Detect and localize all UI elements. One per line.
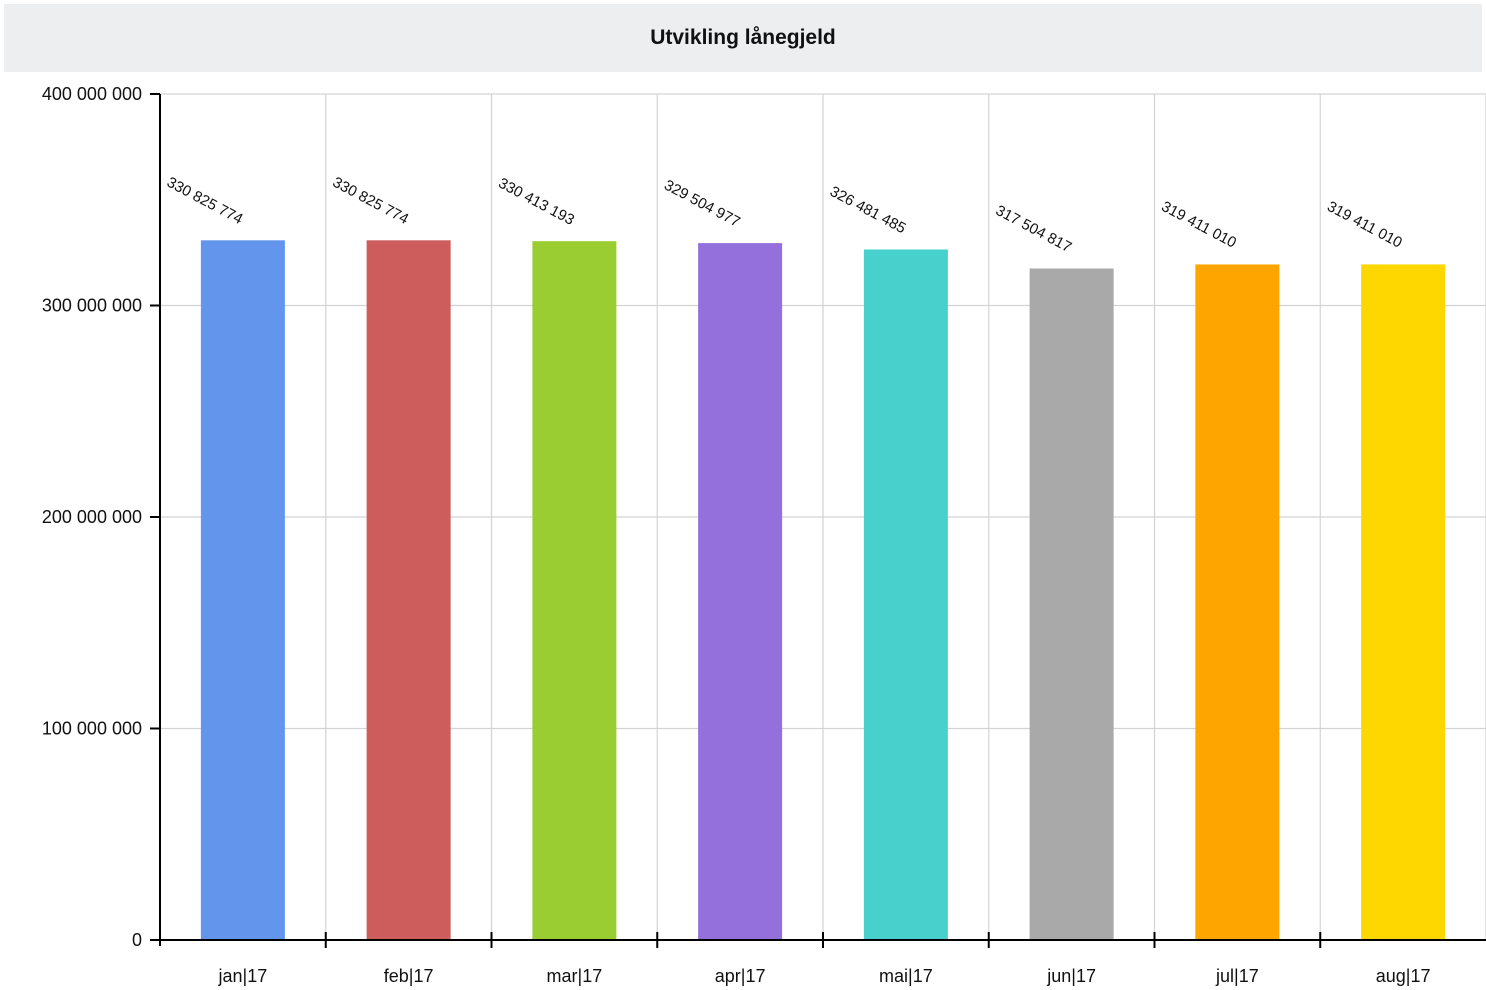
x-tick-label: mai|17 [879, 966, 933, 986]
x-tick-label: apr|17 [715, 966, 766, 986]
x-tick-label: jul|17 [1215, 966, 1259, 986]
bar-jul-17 [1195, 264, 1280, 941]
bar-mar-17 [532, 241, 617, 941]
y-tick-label: 300 000 000 [42, 296, 142, 316]
bar-apr-17 [698, 243, 783, 940]
x-tick-label: feb|17 [384, 966, 434, 986]
bar-jun-17 [1029, 268, 1114, 941]
y-tick-label: 0 [132, 930, 142, 950]
data-label: 329 504 977 [661, 177, 743, 231]
data-label: 330 825 774 [330, 174, 412, 228]
bar-mai-17 [863, 249, 948, 941]
chart-title-bar: Utvikling lånegjeld [4, 4, 1482, 72]
bar-aug-17 [1361, 264, 1446, 941]
x-tick-label: aug|17 [1376, 966, 1431, 986]
x-tick-label: mar|17 [547, 966, 603, 986]
data-label: 319 411 010 [1324, 198, 1405, 252]
x-tick-label: jun|17 [1046, 966, 1096, 986]
data-label: 319 411 010 [1158, 198, 1239, 252]
y-tick-label: 100 000 000 [42, 719, 142, 739]
data-label: 330 413 193 [495, 175, 577, 229]
bar-jan-17 [200, 240, 285, 941]
y-tick-label: 200 000 000 [42, 507, 142, 527]
bar-feb-17 [366, 240, 451, 941]
data-label: 326 481 485 [827, 183, 909, 237]
data-label: 317 504 817 [993, 202, 1075, 256]
y-tick-label: 400 000 000 [42, 84, 142, 104]
chart-title: Utvikling lånegjeld [650, 26, 836, 49]
x-tick-label: jan|17 [218, 966, 268, 986]
data-label: 330 825 774 [164, 174, 246, 228]
